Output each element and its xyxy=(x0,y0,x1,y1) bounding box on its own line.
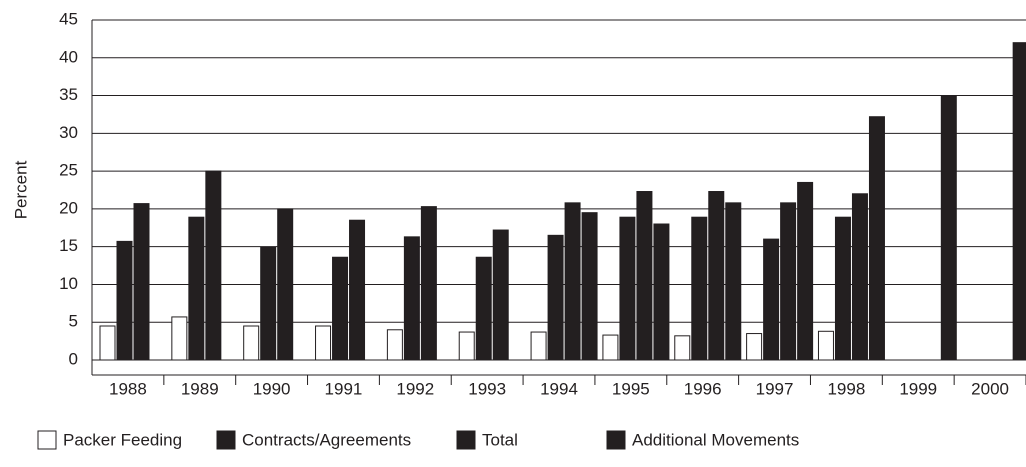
x-tick-label: 1999 xyxy=(899,379,937,398)
x-tick-label: 1998 xyxy=(827,379,865,398)
bar xyxy=(674,335,691,361)
bar xyxy=(315,325,332,361)
x-tick-label: 1991 xyxy=(325,379,363,398)
bar xyxy=(868,116,885,361)
bar xyxy=(530,331,547,361)
bar xyxy=(99,325,116,361)
y-tick-label: 0 xyxy=(69,349,78,368)
legend-label: Total xyxy=(482,430,518,449)
bar xyxy=(547,234,564,361)
bar xyxy=(851,193,868,361)
y-tick-label: 30 xyxy=(59,123,78,142)
bar xyxy=(171,316,188,361)
legend-label: Additional Movements xyxy=(632,430,799,449)
y-tick-label: 35 xyxy=(59,85,78,104)
legend-swatch xyxy=(456,430,476,450)
bar xyxy=(349,219,366,361)
bar xyxy=(564,202,581,361)
bar xyxy=(817,330,834,361)
bar xyxy=(403,236,420,361)
x-tick-label: 1988 xyxy=(109,379,147,398)
bar xyxy=(581,212,598,361)
x-tick-label: 1992 xyxy=(396,379,434,398)
bar xyxy=(205,170,222,361)
bar xyxy=(332,256,349,361)
bar xyxy=(653,223,670,361)
x-tick-label: 1995 xyxy=(612,379,650,398)
bar xyxy=(725,202,742,361)
bar xyxy=(708,191,725,361)
bar xyxy=(940,95,957,361)
x-tick-label: 1989 xyxy=(181,379,219,398)
y-tick-label: 10 xyxy=(59,274,78,293)
bar xyxy=(636,191,653,361)
bar xyxy=(420,206,437,361)
bar xyxy=(619,216,636,361)
bar xyxy=(260,246,277,361)
x-tick-label: 1996 xyxy=(684,379,722,398)
bar xyxy=(475,256,492,361)
legend-swatch xyxy=(37,430,57,450)
y-tick-label: 45 xyxy=(59,9,78,28)
x-tick-label: 1993 xyxy=(468,379,506,398)
bar xyxy=(243,325,260,361)
bar xyxy=(602,334,619,361)
bar xyxy=(492,229,509,361)
bar xyxy=(188,216,205,361)
legend-swatch xyxy=(606,430,626,450)
y-tick-label: 20 xyxy=(59,198,78,217)
bar xyxy=(797,181,814,361)
x-tick-label: 1990 xyxy=(253,379,291,398)
y-axis-label: Percent xyxy=(11,160,30,219)
bar xyxy=(133,203,150,361)
legend-label: Packer Feeding xyxy=(63,430,182,449)
bar xyxy=(1012,42,1026,361)
bar xyxy=(458,331,475,361)
bar xyxy=(277,208,294,361)
bar xyxy=(386,329,403,361)
bar xyxy=(763,238,780,361)
x-tick-label: 2000 xyxy=(971,379,1009,398)
bar xyxy=(780,202,797,361)
y-tick-label: 15 xyxy=(59,236,78,255)
y-tick-label: 5 xyxy=(69,312,78,331)
legend-label: Contracts/Agreements xyxy=(242,430,411,449)
bar xyxy=(691,216,708,361)
x-tick-label: 1994 xyxy=(540,379,578,398)
bar xyxy=(116,240,133,361)
bar xyxy=(834,216,851,361)
bar xyxy=(746,333,763,361)
y-tick-label: 40 xyxy=(59,47,78,66)
x-tick-label: 1997 xyxy=(756,379,794,398)
legend-swatch xyxy=(216,430,236,450)
y-tick-label: 25 xyxy=(59,161,78,180)
